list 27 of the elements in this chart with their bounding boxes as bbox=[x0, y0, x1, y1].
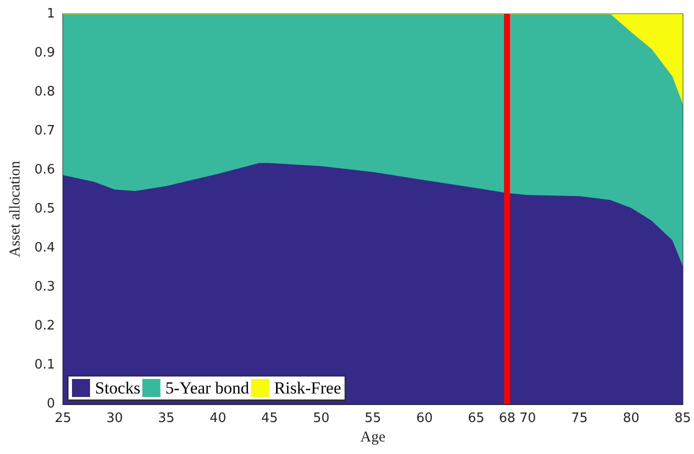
x-tick-label: 80 bbox=[622, 411, 640, 426]
y-tick-label: 0.8 bbox=[34, 84, 55, 100]
x-tick-label: 30 bbox=[106, 411, 123, 426]
x-axis-title: Age bbox=[360, 430, 386, 446]
y-axis-title: Asset allocation bbox=[8, 160, 24, 258]
x-tick-label: 45 bbox=[261, 411, 278, 426]
x-tick-label: 60 bbox=[416, 411, 433, 426]
y-tick-label: 0.1 bbox=[34, 358, 55, 372]
y-tick-label: 0.7 bbox=[34, 124, 55, 138]
x-tick-label: 75 bbox=[571, 411, 588, 426]
x-tick-label: 35 bbox=[158, 411, 175, 426]
y-tick-label: 0 bbox=[46, 396, 55, 412]
x-tick-label: 50 bbox=[312, 411, 330, 426]
y-tick-label: 0.3 bbox=[34, 280, 55, 294]
y-tick-label: 0.2 bbox=[34, 318, 55, 334]
x-tick-label: 85 bbox=[674, 411, 691, 426]
y-tick-label: 0.6 bbox=[34, 162, 55, 178]
y-tick-label: 0.5 bbox=[34, 202, 55, 216]
x-tick-label: 25 bbox=[54, 411, 72, 426]
y-tick-label: 0.9 bbox=[34, 46, 55, 60]
x-tick-label: 68 bbox=[498, 411, 516, 426]
x-tick-label: 70 bbox=[520, 411, 536, 426]
x-tick-label: 40 bbox=[210, 411, 226, 426]
x-tick-label: 55 bbox=[364, 411, 382, 426]
y-tick-label: 1 bbox=[46, 6, 55, 22]
x-tick-label: 65 bbox=[468, 411, 484, 426]
y-tick-label: 0.4 bbox=[34, 240, 55, 256]
